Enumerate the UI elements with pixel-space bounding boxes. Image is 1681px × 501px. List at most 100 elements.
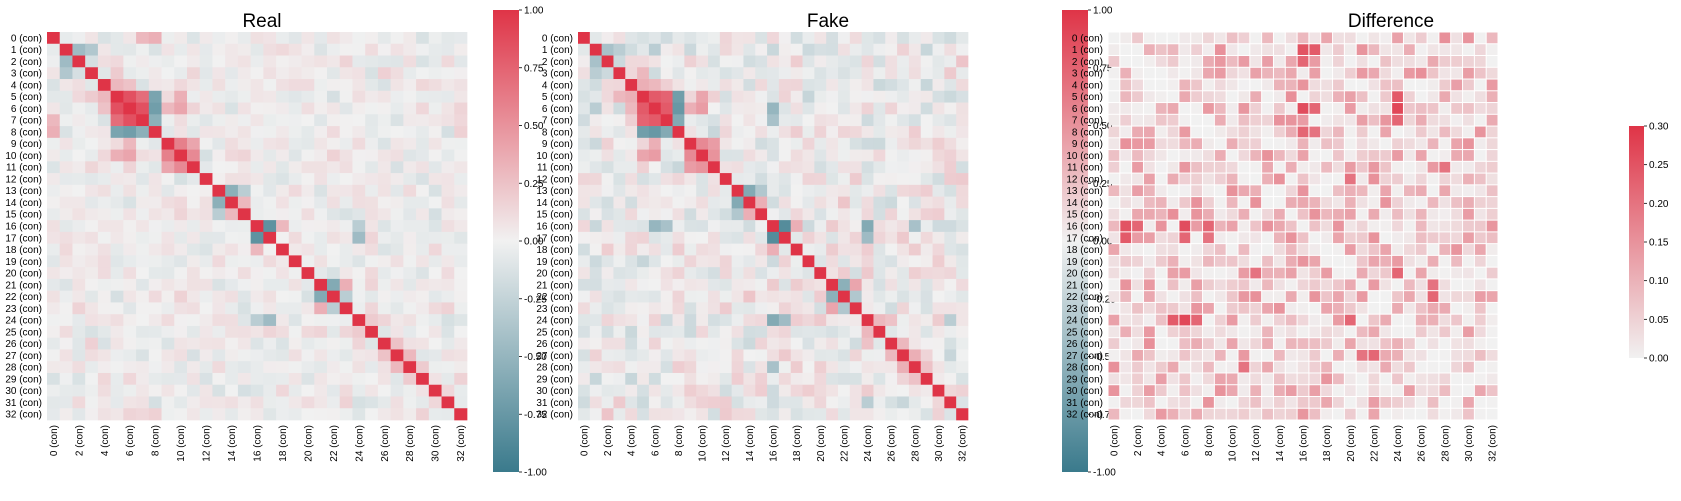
heatmap-cell xyxy=(1321,396,1333,408)
heatmap-cell xyxy=(263,372,277,386)
heatmap-cell xyxy=(1250,232,1262,244)
heatmap-cell xyxy=(174,278,188,292)
heatmap-cell xyxy=(920,349,933,362)
heatmap-cell xyxy=(327,361,341,374)
heatmap-cell xyxy=(85,126,99,139)
row-label: 30 (con) xyxy=(536,386,573,397)
heatmap-cell xyxy=(908,32,922,45)
heatmap-cell xyxy=(1486,208,1498,220)
heatmap-cell xyxy=(1474,255,1486,267)
heatmap-cell xyxy=(826,231,839,244)
heatmap-cell xyxy=(1451,385,1463,396)
heatmap-cell xyxy=(123,349,137,362)
heatmap-cell xyxy=(625,102,638,115)
heatmap-cell xyxy=(187,90,201,103)
heatmap-cell xyxy=(660,290,673,303)
heatmap-cell xyxy=(1333,67,1344,79)
heatmap-cell xyxy=(187,314,201,327)
heatmap-cell xyxy=(454,396,468,409)
heatmap-cell xyxy=(1203,326,1214,338)
heatmap-cell xyxy=(365,220,379,233)
heatmap-cell xyxy=(778,90,792,103)
heatmap-cell xyxy=(225,161,239,174)
heatmap-cell xyxy=(352,408,366,421)
heatmap-cell xyxy=(327,314,341,327)
heatmap-cell xyxy=(790,314,803,327)
heatmap-cell xyxy=(648,149,662,162)
heatmap-cell xyxy=(276,90,290,103)
heatmap-cell xyxy=(199,361,213,374)
heatmap-cell xyxy=(920,196,933,209)
heatmap-cell xyxy=(263,278,277,292)
heatmap-cell xyxy=(276,372,290,386)
heatmap-cell xyxy=(1226,302,1238,314)
heatmap-cell xyxy=(802,208,815,221)
heatmap-cell xyxy=(85,267,99,280)
heatmap-cell xyxy=(897,396,910,409)
heatmap-cell xyxy=(648,32,662,45)
heatmap-cell xyxy=(719,149,732,162)
heatmap-cell xyxy=(601,173,614,186)
heatmap-cell xyxy=(897,408,910,421)
heatmap-cell xyxy=(873,102,886,115)
heatmap-cell xyxy=(637,149,650,162)
heatmap-cell xyxy=(59,278,73,292)
heatmap-cell xyxy=(719,314,732,327)
heatmap-cell xyxy=(454,173,468,186)
heatmap-cell xyxy=(1203,197,1214,208)
heatmap-cell xyxy=(908,290,922,303)
column-label: 16 (con) xyxy=(253,425,264,462)
heatmap-cell xyxy=(802,196,815,209)
heatmap-cell xyxy=(1285,338,1297,349)
heatmap-cell xyxy=(59,220,73,233)
heatmap-cell xyxy=(637,384,650,397)
heatmap-cell xyxy=(174,173,188,186)
heatmap-cell xyxy=(263,149,277,162)
heatmap-cell xyxy=(428,114,442,127)
heatmap-cell xyxy=(441,243,455,256)
row-label: 7 (con) xyxy=(11,116,42,127)
heatmap-cell xyxy=(790,231,803,244)
heatmap-cell xyxy=(314,149,328,162)
heatmap-cell xyxy=(1439,197,1451,208)
row-labels-real: 0 (con)1 (con)2 (con)3 (con)4 (con)5 (co… xyxy=(5,33,42,420)
heatmap-cell xyxy=(696,173,709,186)
heatmap-cell xyxy=(601,408,614,421)
heatmap-cell xyxy=(454,220,468,233)
heatmap-cell xyxy=(802,149,815,162)
heatmap-cell xyxy=(339,267,353,280)
column-label: 10 (con) xyxy=(176,425,187,462)
heatmap-cell xyxy=(778,196,792,209)
heatmap-cell xyxy=(97,231,111,244)
heatmap-cell xyxy=(1132,338,1143,349)
heatmap-cell xyxy=(97,302,111,315)
heatmap-cell xyxy=(161,384,175,397)
heatmap-cell xyxy=(1297,408,1309,420)
heatmap-cell xyxy=(301,384,315,397)
heatmap-cell xyxy=(301,32,315,45)
row-label: 10 (con) xyxy=(5,151,42,162)
heatmap-cell xyxy=(648,126,662,139)
heatmap-cell xyxy=(263,255,277,268)
heatmap-cell xyxy=(1214,408,1226,420)
heatmap-cell xyxy=(838,196,851,209)
heatmap-cell xyxy=(908,243,922,256)
heatmap-cell xyxy=(932,173,945,186)
heatmap-cell xyxy=(110,173,124,186)
heatmap-cell xyxy=(301,255,315,268)
heatmap-cell xyxy=(1403,267,1415,279)
heatmap-cell xyxy=(778,79,792,92)
row-label: 19 (con) xyxy=(5,257,42,268)
heatmap-cell xyxy=(1451,208,1463,220)
heatmap-cell xyxy=(212,290,226,303)
heatmap-cell xyxy=(110,255,124,268)
heatmap-cell xyxy=(1273,314,1285,326)
heatmap-cell xyxy=(1474,173,1486,185)
heatmap-cell xyxy=(1309,302,1321,314)
heatmap-cell xyxy=(1262,291,1273,302)
heatmap-cell xyxy=(1179,373,1191,385)
heatmap-cell xyxy=(250,267,264,280)
heatmap-cell xyxy=(648,161,662,174)
heatmap-cell xyxy=(428,372,442,386)
heatmap-cell xyxy=(1392,385,1403,396)
